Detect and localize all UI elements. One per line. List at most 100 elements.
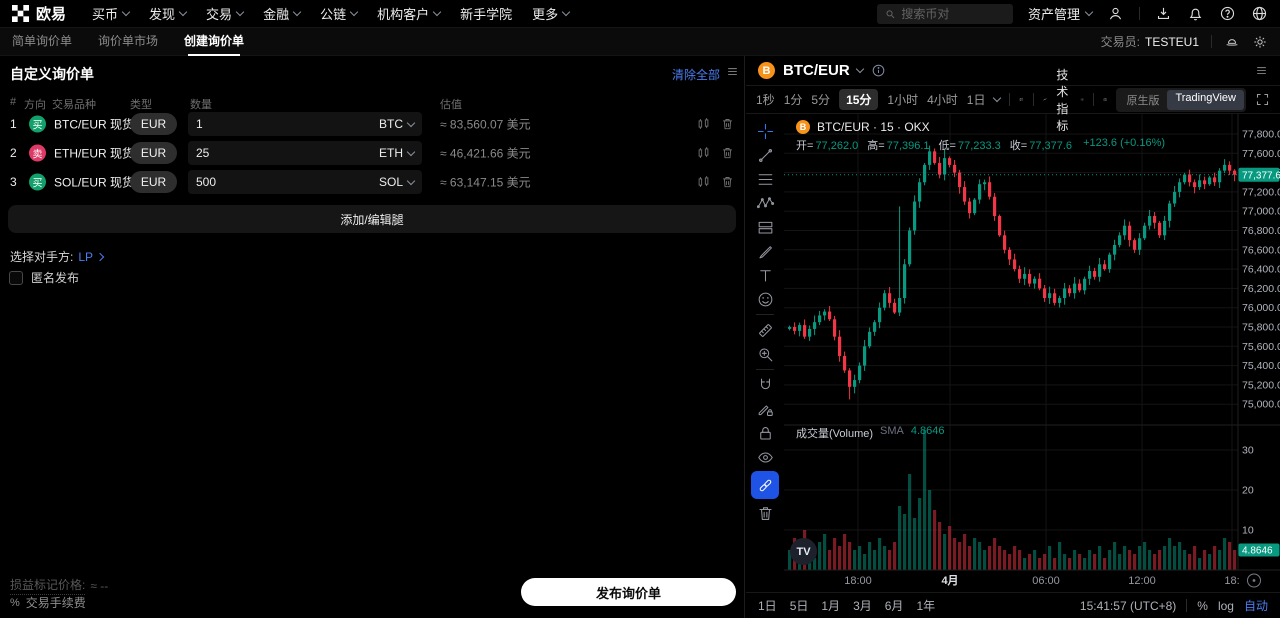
info-icon[interactable] (871, 63, 886, 78)
nav-more[interactable]: 更多 (532, 4, 571, 23)
counterparty-link[interactable]: LP (78, 250, 105, 264)
tradingview-watermark[interactable]: TV (790, 538, 817, 565)
camera-icon[interactable] (1103, 92, 1107, 107)
currency-pill[interactable]: EUR (130, 142, 177, 164)
magnet-icon[interactable] (753, 373, 777, 397)
remove-all-icon[interactable] (753, 501, 777, 525)
lock-all-icon[interactable] (753, 421, 777, 445)
tab-create-rfq[interactable]: 创建询价单 (184, 28, 244, 56)
emoji-icon[interactable] (753, 287, 777, 311)
candlestick-chart[interactable]: 77,800.077,600.077,400.077,200.077,000.0… (784, 114, 1280, 592)
instrument-selector[interactable]: ETH/EUR 现货 (54, 145, 149, 162)
zoom-in-icon[interactable] (753, 342, 777, 366)
tf-1d[interactable]: 1日 (966, 93, 986, 107)
nav-trade[interactable]: 交易 (206, 4, 245, 23)
assets-menu[interactable]: 资产管理 (1028, 4, 1094, 23)
amount-input[interactable] (196, 146, 373, 160)
toggle-tradingview[interactable]: TradingView (1167, 89, 1244, 110)
fib-retracement-icon[interactable] (753, 167, 777, 191)
amount-field[interactable]: ETH (188, 141, 422, 165)
symbol-selector[interactable]: BTC/EUR (783, 62, 864, 79)
instrument-selector[interactable]: SOL/EUR 现货 (54, 174, 149, 191)
globe-icon[interactable] (1251, 5, 1268, 22)
drawing-lock-icon[interactable] (753, 397, 777, 421)
nav-discover[interactable]: 发现 (149, 4, 188, 23)
crosshair-icon[interactable] (753, 119, 777, 143)
brush-icon[interactable] (753, 239, 777, 263)
download-icon[interactable] (1155, 5, 1172, 22)
hat-icon[interactable] (1224, 34, 1240, 50)
range-6mo[interactable]: 6月 (884, 599, 904, 613)
user-icon[interactable] (1107, 5, 1124, 22)
amount-field[interactable]: BTC (188, 112, 422, 136)
amount-field[interactable]: SOL (188, 170, 422, 194)
range-5d[interactable]: 5日 (789, 599, 809, 613)
indicators-button[interactable]: 技术指标 (1056, 67, 1069, 133)
clear-all-link[interactable]: 清除全部 (671, 68, 720, 82)
add-edit-legs-button[interactable]: 添加/编辑腿 (8, 205, 736, 233)
chevron-down-icon[interactable] (993, 93, 1002, 103)
tf-1h[interactable]: 1小时 (887, 93, 919, 107)
tf-1s[interactable]: 1秒 (756, 93, 775, 107)
trash-icon[interactable] (720, 146, 735, 161)
unit-dropdown[interactable]: SOL (379, 175, 416, 189)
range-1d[interactable]: 1日 (758, 599, 777, 613)
nav-chains[interactable]: 公链 (320, 4, 359, 23)
brand[interactable]: 欧易 (12, 3, 66, 24)
range-3mo[interactable]: 3月 (853, 599, 872, 613)
unit-dropdown[interactable]: ETH (379, 146, 416, 160)
volume-bars (788, 430, 1237, 570)
tf-15m[interactable]: 15分 (839, 89, 879, 110)
auto-scale-button[interactable]: 自动 (1243, 599, 1268, 613)
tab-rfq-market[interactable]: 询价单市场 (98, 33, 159, 48)
ruler-icon[interactable] (753, 318, 777, 342)
percent-scale-button[interactable]: % (1197, 598, 1208, 613)
log-scale-button[interactable]: log (1217, 598, 1234, 613)
link-tool-icon[interactable] (751, 471, 779, 499)
scroll-to-realtime-icon[interactable] (1247, 573, 1261, 588)
nav-academy[interactable]: 新手学院 (460, 7, 513, 22)
gear-icon[interactable] (1080, 92, 1084, 107)
anonymous-checkbox[interactable] (9, 270, 23, 285)
amount-input[interactable] (196, 175, 373, 189)
range-1y[interactable]: 1年 (916, 599, 936, 613)
help-icon[interactable] (1219, 5, 1236, 22)
tf-5m[interactable]: 5分 (811, 93, 831, 107)
search-input[interactable] (901, 6, 1005, 21)
tf-4h[interactable]: 4小时 (927, 93, 958, 107)
nav-buy-crypto[interactable]: 买币 (92, 4, 131, 23)
range-1mo[interactable]: 1月 (821, 599, 841, 613)
panel-menu-icon[interactable] (1255, 64, 1268, 77)
trend-line-icon[interactable] (753, 143, 777, 167)
xabcd-pattern-icon[interactable] (753, 191, 777, 215)
fee-label[interactable]: 交易手续费 (25, 596, 86, 610)
panel-menu-icon[interactable] (726, 65, 739, 78)
tab-simple-rfq[interactable]: 简单询价单 (12, 33, 73, 48)
search-box[interactable] (876, 3, 1013, 24)
currency-pill[interactable]: EUR (130, 113, 177, 135)
amount-input[interactable] (196, 117, 373, 131)
bell-icon[interactable] (1187, 5, 1204, 22)
candles-icon[interactable] (696, 146, 711, 161)
clock[interactable]: 15:41:57 (UTC+8) (1079, 598, 1177, 613)
hide-all-icon[interactable] (753, 445, 777, 469)
long-position-icon[interactable] (753, 215, 777, 239)
expand-icon[interactable] (1255, 92, 1270, 107)
nav-finance[interactable]: 金融 (263, 4, 302, 23)
publish-rfq-button[interactable]: 发布询价单 (521, 578, 736, 606)
trash-icon[interactable] (720, 175, 735, 190)
leg-row-1: 1 买 BTC/EUR 现货 EUR BTC ≈ 83,560.07 美元 (0, 112, 745, 136)
candles-icon[interactable] (696, 175, 711, 190)
trash-icon[interactable] (720, 117, 735, 132)
gear-icon[interactable] (1252, 34, 1268, 50)
currency-pill[interactable]: EUR (130, 171, 177, 193)
chart-type-icon[interactable] (1019, 92, 1024, 107)
toggle-native[interactable]: 原生版 (1126, 94, 1160, 107)
nav-institutional[interactable]: 机构客户 (377, 4, 442, 23)
text-tool-icon[interactable] (753, 263, 777, 287)
unit-dropdown[interactable]: BTC (379, 117, 416, 131)
tf-1m[interactable]: 1分 (783, 93, 803, 107)
candles-icon[interactable] (696, 117, 711, 132)
instrument-selector[interactable]: BTC/EUR 现货 (54, 116, 149, 133)
indicators-icon[interactable] (1043, 92, 1047, 107)
